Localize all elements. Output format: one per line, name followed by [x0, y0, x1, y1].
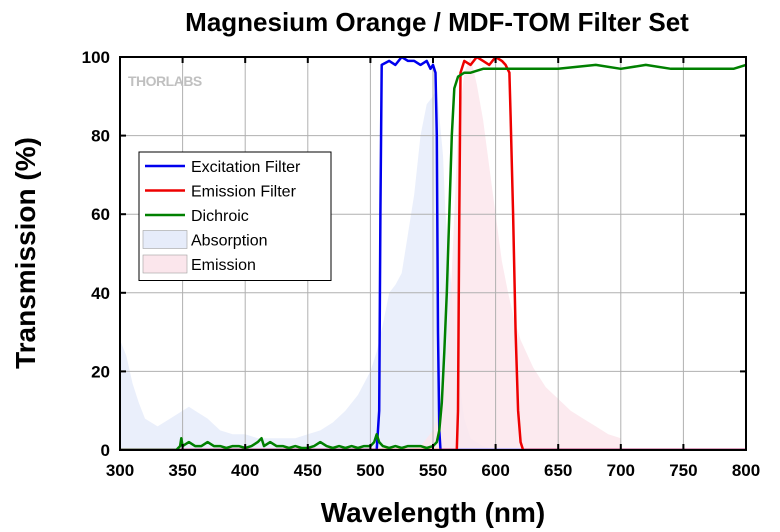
- series-line-emission-filter: [120, 57, 746, 450]
- y-tick-label-80: 80: [91, 127, 110, 146]
- x-tick-label-600: 600: [481, 461, 509, 480]
- legend-label-dichroic: Dichroic: [191, 208, 249, 225]
- chart-title: Magnesium Orange / MDF-TOM Filter Set: [185, 7, 689, 37]
- y-tick-label-0: 0: [101, 441, 110, 460]
- x-tick-label-400: 400: [231, 461, 259, 480]
- y-tick-label-20: 20: [91, 362, 110, 381]
- x-tick-label-300: 300: [106, 461, 134, 480]
- x-tick-label-650: 650: [544, 461, 572, 480]
- legend-label-excitation-filter: Excitation Filter: [191, 159, 301, 176]
- x-axis-label: Wavelength (nm): [321, 497, 546, 528]
- y-tick-label-100: 100: [82, 48, 110, 67]
- grid: [120, 57, 746, 450]
- x-tick-label-450: 450: [294, 461, 322, 480]
- legend-label-emission-filter: Emission Filter: [191, 184, 297, 201]
- y-tick-label-60: 60: [91, 205, 110, 224]
- series-line-excitation-filter: [120, 57, 746, 450]
- y-axis-label: Transmission (%): [10, 137, 41, 369]
- x-tick-label-350: 350: [168, 461, 196, 480]
- x-tick-label-500: 500: [356, 461, 384, 480]
- thorlabs-logo: THORLABS: [128, 73, 202, 89]
- legend: Excitation Filter Emission Filter Dichroic…: [138, 151, 332, 281]
- legend-label-emission: Emission: [191, 257, 256, 274]
- x-tick-label-700: 700: [607, 461, 635, 480]
- y-tick-label-40: 40: [91, 284, 110, 303]
- legend-swatch-emission: [142, 254, 188, 274]
- legend-label-absorption: Absorption: [191, 233, 268, 250]
- x-tick-label-800: 800: [732, 461, 760, 480]
- axis-ticks: 300 350 400 450 500 550 600 650 700 750 800 0 20 40 60…: [82, 48, 761, 480]
- legend-swatch-absorption: [142, 230, 188, 249]
- x-tick-label-750: 750: [669, 461, 697, 480]
- x-tick-label-550: 550: [419, 461, 447, 480]
